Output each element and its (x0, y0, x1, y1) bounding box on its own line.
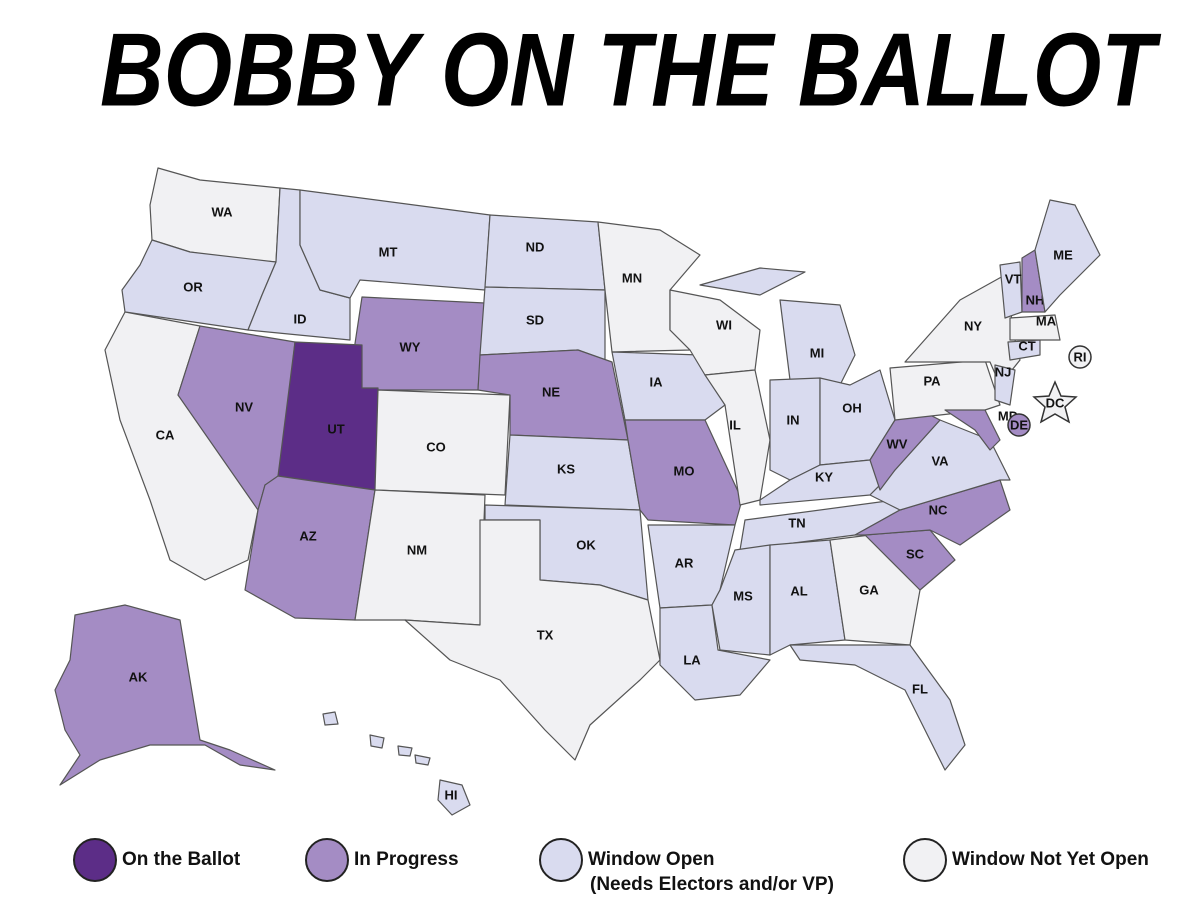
state-shape (611, 351, 726, 421)
state-label: SD (526, 312, 544, 327)
legend-swatch (539, 838, 583, 882)
state-shape (354, 489, 486, 626)
state-shape (374, 389, 511, 496)
state-shape (769, 377, 821, 481)
state-label: TX (537, 627, 554, 642)
state-shape (404, 519, 661, 761)
state-shape (1007, 339, 1041, 361)
state-label: VT (1005, 271, 1022, 286)
state-label: LA (683, 652, 701, 667)
state-label: NE (542, 384, 560, 399)
state-label: AK (129, 669, 148, 684)
state-label: HI (445, 787, 458, 802)
state-label: IN (787, 412, 800, 427)
state-label: NM (407, 542, 427, 557)
state-label: AL (790, 583, 807, 598)
state-label: WI (716, 317, 732, 332)
legend: On the Ballot In Progress Window Open (Need… (73, 838, 1149, 895)
state-shape (624, 419, 743, 526)
state-shape (944, 409, 1001, 451)
state-label: IL (729, 417, 741, 432)
state-label: UT (327, 421, 344, 436)
state-label: DC (1046, 395, 1065, 410)
legend-note: (Needs Electors and/or VP) (590, 874, 834, 895)
state-marker (1032, 380, 1078, 424)
state-label: PA (923, 373, 941, 388)
state-shape (1009, 314, 1061, 341)
legend-label: In Progress (354, 849, 459, 870)
state-label: DE (1010, 417, 1028, 432)
state-label: TN (788, 515, 805, 530)
state-label: NC (929, 502, 948, 517)
state-label: OR (183, 279, 203, 294)
state-label: CA (156, 427, 175, 442)
state-label: WY (400, 339, 421, 354)
state-label: AR (675, 555, 694, 570)
state-label: SC (906, 546, 925, 561)
state-label: OK (576, 537, 596, 552)
state-label: IA (650, 374, 664, 389)
state-label: RI (1074, 349, 1087, 364)
state-marker (1007, 413, 1031, 437)
state-label: CO (426, 439, 446, 454)
state-shape (699, 267, 806, 296)
state-shape (437, 779, 471, 816)
state-label: MT (379, 244, 398, 259)
legend-label: Window Not Yet Open (952, 849, 1149, 870)
state-label: NV (235, 399, 253, 414)
state-label: ME (1053, 247, 1073, 262)
state-shape (414, 754, 431, 766)
state-shape (1034, 199, 1101, 313)
us-map: WA OR CA NV ID MT WY UT CO AZ NM ND SD NE KS OK TX MN IA MO… (54, 167, 1101, 816)
state-label: CT (1018, 338, 1035, 353)
state-shape (397, 745, 413, 757)
state-label: NH (1026, 292, 1045, 307)
state-shape (322, 711, 339, 726)
legend-label: Window Open (588, 849, 714, 870)
state-shape (829, 534, 921, 646)
state-label: MO (674, 463, 695, 478)
state-label: OH (842, 400, 862, 415)
title: BOBBY ON THE BALLOT (100, 12, 1161, 128)
state-label: MS (733, 588, 753, 603)
state-shape (369, 734, 385, 749)
legend-swatch (305, 838, 349, 882)
legend-swatch (73, 838, 117, 882)
state-label: WV (887, 436, 908, 451)
state-label: ND (526, 239, 545, 254)
state-label: VA (931, 453, 949, 468)
state-label: MA (1036, 313, 1057, 328)
state-label: NY (964, 318, 982, 333)
state-label: KY (815, 469, 833, 484)
state-label: NJ (995, 364, 1012, 379)
state-shape (779, 299, 856, 386)
legend-swatch (903, 838, 947, 882)
state-label: FL (912, 681, 928, 696)
state-label: KS (557, 461, 575, 476)
state-label: ID (294, 311, 307, 326)
state-shape (484, 214, 606, 291)
state-label: GA (859, 582, 879, 597)
state-shape (994, 364, 1016, 406)
state-label: MN (622, 270, 642, 285)
state-label: WA (212, 204, 234, 219)
legend-label: On the Ballot (122, 849, 241, 870)
state-shape (244, 475, 376, 621)
state-shape (54, 604, 276, 786)
state-marker (1068, 345, 1092, 369)
state-label: AZ (299, 528, 316, 543)
state-shape (789, 644, 966, 771)
state-label: MI (810, 345, 824, 360)
state-shape (769, 539, 846, 656)
